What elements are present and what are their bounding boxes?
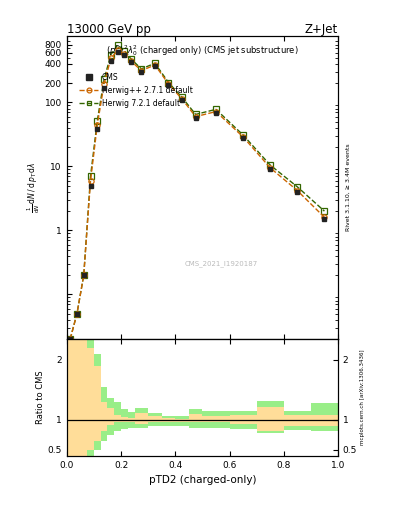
Text: CMS_2021_I1920187: CMS_2021_I1920187 [185, 260, 258, 267]
X-axis label: pTD2 (charged-only): pTD2 (charged-only) [149, 475, 256, 485]
Y-axis label: Rivet 3.1.10, ≥ 3.4M events: Rivet 3.1.10, ≥ 3.4M events [345, 144, 351, 231]
Text: 13000 GeV pp: 13000 GeV pp [67, 23, 151, 36]
Y-axis label: mcplots.cern.ch [arXiv:1306.3436]: mcplots.cern.ch [arXiv:1306.3436] [360, 350, 365, 445]
Legend: CMS, Herwig++ 2.7.1 default, Herwig 7.2.1 default: CMS, Herwig++ 2.7.1 default, Herwig 7.2.… [76, 70, 196, 111]
Text: $(p_T^D)^2\lambda_0^2$ (charged only) (CMS jet substructure): $(p_T^D)^2\lambda_0^2$ (charged only) (C… [106, 44, 299, 58]
Y-axis label: Ratio to CMS: Ratio to CMS [36, 371, 45, 424]
Text: Z+Jet: Z+Jet [305, 23, 338, 36]
Y-axis label: $\frac{1}{\mathrm{d}N}\,\mathrm{d}N\,/\,\mathrm{d}\,p_T\,\mathrm{d}\lambda$: $\frac{1}{\mathrm{d}N}\,\mathrm{d}N\,/\,… [26, 162, 42, 213]
